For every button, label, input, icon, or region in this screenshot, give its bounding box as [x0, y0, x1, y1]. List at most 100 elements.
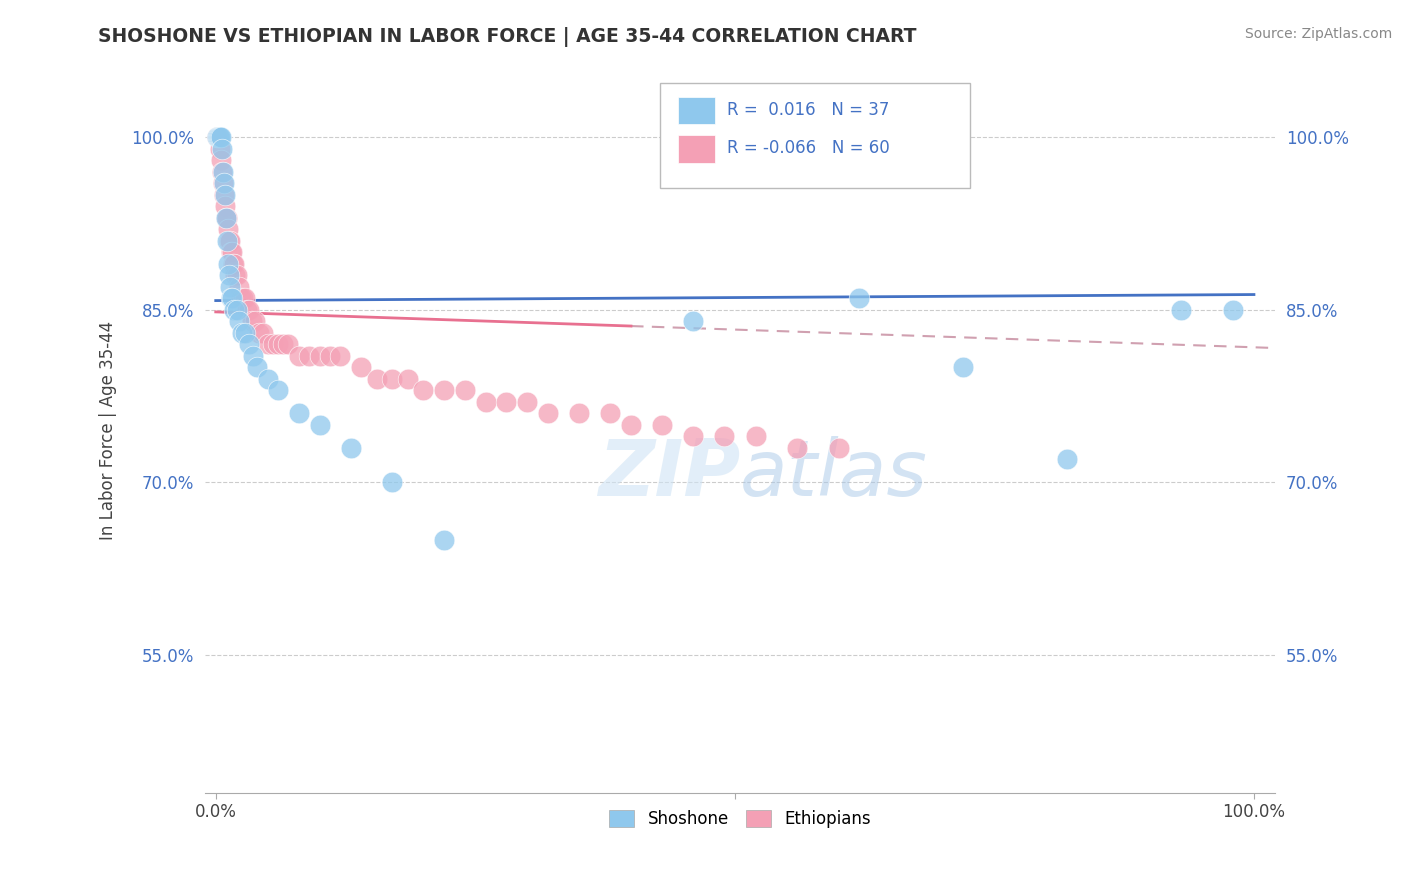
- Point: [224, 257, 246, 271]
- Point: [308, 349, 330, 363]
- Point: [214, 188, 236, 202]
- Point: [225, 268, 247, 283]
- Point: [238, 337, 260, 351]
- Point: [209, 153, 232, 168]
- Point: [329, 349, 352, 363]
- Point: [212, 177, 235, 191]
- Text: R =  0.016   N = 37: R = 0.016 N = 37: [727, 101, 890, 119]
- Point: [224, 268, 246, 283]
- Point: [474, 395, 496, 409]
- Point: [217, 222, 239, 236]
- Point: [252, 326, 274, 340]
- Point: [231, 326, 253, 340]
- Point: [256, 372, 278, 386]
- Point: [298, 349, 321, 363]
- Point: [217, 211, 239, 225]
- Point: [256, 337, 278, 351]
- Point: [319, 349, 342, 363]
- Point: [713, 429, 735, 443]
- Point: [221, 245, 243, 260]
- Point: [682, 314, 704, 328]
- Bar: [678, 136, 716, 162]
- Point: [221, 292, 243, 306]
- Point: [217, 257, 239, 271]
- Point: [1056, 452, 1078, 467]
- Point: [207, 130, 229, 145]
- Point: [381, 372, 404, 386]
- Point: [205, 130, 228, 145]
- Point: [848, 292, 870, 306]
- Point: [495, 395, 517, 409]
- Point: [219, 234, 242, 248]
- Point: [267, 384, 290, 398]
- Point: [232, 292, 254, 306]
- Point: [211, 142, 233, 156]
- Point: [219, 280, 242, 294]
- Point: [412, 384, 434, 398]
- Point: [288, 349, 311, 363]
- Point: [827, 441, 849, 455]
- Point: [218, 268, 240, 283]
- Point: [209, 130, 232, 145]
- Point: [242, 349, 264, 363]
- Point: [682, 429, 704, 443]
- Point: [215, 211, 238, 225]
- Point: [651, 417, 673, 432]
- Text: Source: ZipAtlas.com: Source: ZipAtlas.com: [1244, 27, 1392, 41]
- Point: [212, 177, 235, 191]
- Point: [599, 406, 621, 420]
- Point: [262, 337, 284, 351]
- Point: [233, 326, 256, 340]
- Point: [222, 257, 245, 271]
- Point: [208, 130, 231, 145]
- Point: [396, 372, 419, 386]
- Point: [205, 130, 228, 145]
- Point: [308, 417, 330, 432]
- Text: atlas: atlas: [740, 436, 928, 512]
- Point: [339, 441, 361, 455]
- Point: [786, 441, 808, 455]
- Point: [1170, 302, 1192, 317]
- FancyBboxPatch shape: [659, 83, 970, 188]
- Point: [228, 280, 250, 294]
- Point: [433, 384, 456, 398]
- Point: [229, 292, 252, 306]
- Legend: Shoshone, Ethiopians: Shoshone, Ethiopians: [603, 804, 877, 835]
- Text: SHOSHONE VS ETHIOPIAN IN LABOR FORCE | AGE 35-44 CORRELATION CHART: SHOSHONE VS ETHIOPIAN IN LABOR FORCE | A…: [98, 27, 917, 46]
- Point: [247, 326, 270, 340]
- Point: [516, 395, 538, 409]
- Point: [952, 360, 974, 375]
- Point: [233, 292, 256, 306]
- Point: [267, 337, 290, 351]
- Point: [277, 337, 299, 351]
- Text: ZIP: ZIP: [598, 436, 740, 512]
- Point: [208, 130, 231, 145]
- Point: [208, 130, 231, 145]
- Point: [217, 234, 239, 248]
- Point: [212, 188, 235, 202]
- Point: [238, 302, 260, 317]
- Point: [744, 429, 766, 443]
- Point: [245, 314, 267, 328]
- Point: [212, 165, 235, 179]
- Point: [236, 302, 259, 317]
- Bar: [678, 96, 716, 124]
- Point: [207, 130, 229, 145]
- Point: [288, 406, 311, 420]
- Point: [1222, 302, 1244, 317]
- Point: [228, 314, 250, 328]
- Point: [221, 245, 243, 260]
- Point: [225, 302, 247, 317]
- Point: [211, 165, 233, 179]
- Point: [620, 417, 643, 432]
- Point: [381, 475, 404, 490]
- Point: [208, 142, 231, 156]
- Point: [214, 199, 236, 213]
- Point: [433, 533, 456, 547]
- Point: [215, 211, 238, 225]
- Point: [240, 314, 263, 328]
- Point: [568, 406, 591, 420]
- Point: [246, 360, 269, 375]
- Point: [221, 292, 243, 306]
- Point: [350, 360, 373, 375]
